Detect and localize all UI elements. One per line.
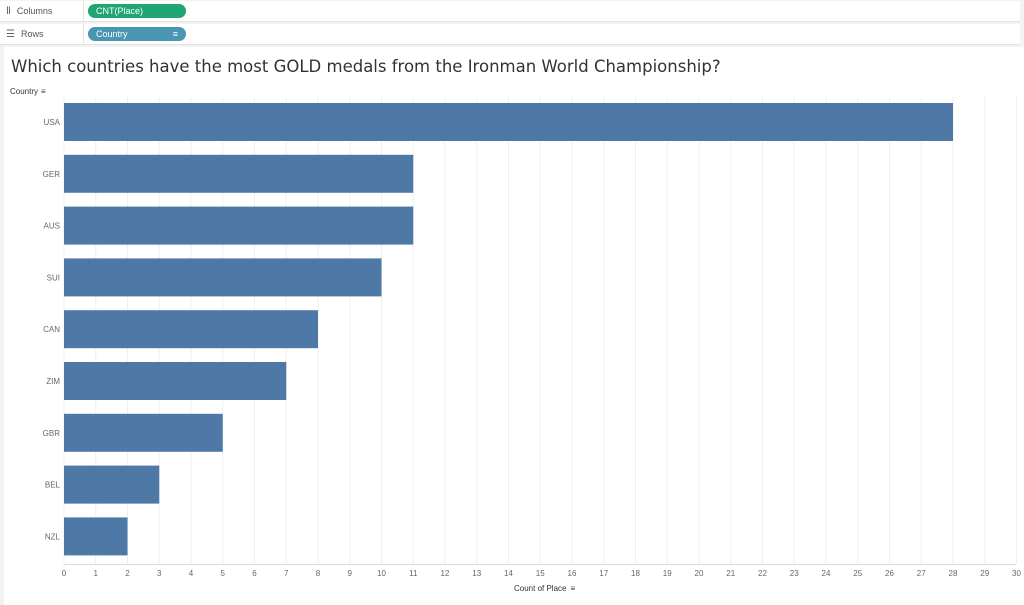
x-tick-label: 11 xyxy=(409,569,418,578)
sort-descending-icon[interactable]: ≡ xyxy=(172,29,178,39)
x-tick-label: 16 xyxy=(568,569,577,578)
bar[interactable] xyxy=(64,413,223,452)
sort-icon[interactable]: ≡ xyxy=(41,87,46,96)
x-tick-label: 26 xyxy=(885,569,894,578)
rows-label-text: Rows xyxy=(20,29,44,39)
country-pill-text: Country xyxy=(96,29,128,39)
x-tick-label: 18 xyxy=(631,569,640,578)
x-tick-label: 27 xyxy=(917,569,926,578)
category-label: CAN xyxy=(43,325,60,334)
columns-shelf-label: Ⅱ Columns xyxy=(0,1,84,21)
x-tick-label: 14 xyxy=(504,569,513,578)
rows-shelf-label: ☰ Rows xyxy=(0,24,84,44)
x-tick-label: 13 xyxy=(472,569,481,578)
x-tick-label: 29 xyxy=(980,569,989,578)
bar[interactable] xyxy=(64,465,160,504)
country-pill[interactable]: Country ≡ xyxy=(88,27,186,41)
chart-title: Which countries have the most GOLD medal… xyxy=(11,57,721,76)
x-tick-label: 0 xyxy=(62,569,67,578)
x-tick-label: 22 xyxy=(758,569,767,578)
x-tick-label: 24 xyxy=(822,569,831,578)
category-label: BEL xyxy=(45,481,61,490)
x-tick-label: 1 xyxy=(94,569,99,578)
x-tick-label: 20 xyxy=(695,569,704,578)
columns-label-text: Columns xyxy=(16,6,53,16)
x-tick-label: 30 xyxy=(1012,569,1021,578)
columns-icon: Ⅱ xyxy=(6,5,11,17)
x-tick-label: 15 xyxy=(536,569,545,578)
x-axis-title-text: Count of Place xyxy=(514,584,567,593)
x-tick-label: 19 xyxy=(663,569,672,578)
category-label: ZIM xyxy=(46,377,60,386)
x-tick-label: 3 xyxy=(157,569,162,578)
x-tick-label: 7 xyxy=(284,569,289,578)
x-axis-title[interactable]: Count of Place ≡ xyxy=(514,584,575,593)
category-label: NZL xyxy=(45,532,61,541)
cnt-place-pill[interactable]: CNT(Place) xyxy=(88,4,186,18)
category-label: USA xyxy=(44,118,61,127)
cnt-place-pill-text: CNT(Place) xyxy=(96,6,144,16)
rows-shelf: ☰ Rows Country ≡ xyxy=(0,24,1020,45)
bar[interactable] xyxy=(64,206,414,245)
category-label: GBR xyxy=(43,429,61,438)
sort-icon[interactable]: ≡ xyxy=(570,584,576,593)
x-tick-label: 23 xyxy=(790,569,799,578)
x-tick-label: 9 xyxy=(348,569,353,578)
x-tick-label: 5 xyxy=(221,569,226,578)
row-header-country[interactable]: Country ≡ xyxy=(10,87,46,96)
x-tick-label: 17 xyxy=(599,569,608,578)
row-header-label: Country xyxy=(10,87,39,96)
x-tick-label: 4 xyxy=(189,569,194,578)
visualization-pane: Which countries have the most GOLD medal… xyxy=(4,47,1024,605)
bar[interactable] xyxy=(64,154,414,193)
x-tick-label: 8 xyxy=(316,569,321,578)
x-tick-label: 28 xyxy=(949,569,958,578)
x-tick-label: 6 xyxy=(252,569,257,578)
bar[interactable] xyxy=(64,103,953,141)
category-label: GER xyxy=(43,170,61,179)
bar[interactable] xyxy=(64,517,128,556)
x-tick-label: 10 xyxy=(377,569,386,578)
bar[interactable] xyxy=(64,362,287,400)
x-tick-label: 25 xyxy=(853,569,862,578)
category-label: SUI xyxy=(47,273,60,282)
x-tick-label: 2 xyxy=(125,569,130,578)
bar[interactable] xyxy=(64,310,318,349)
rows-icon: ☰ xyxy=(6,28,15,40)
bar[interactable] xyxy=(64,258,382,297)
columns-shelf: Ⅱ Columns CNT(Place) xyxy=(0,1,1020,22)
category-label: AUS xyxy=(44,222,60,231)
x-tick-label: 12 xyxy=(441,569,450,578)
x-tick-label: 21 xyxy=(726,569,735,578)
